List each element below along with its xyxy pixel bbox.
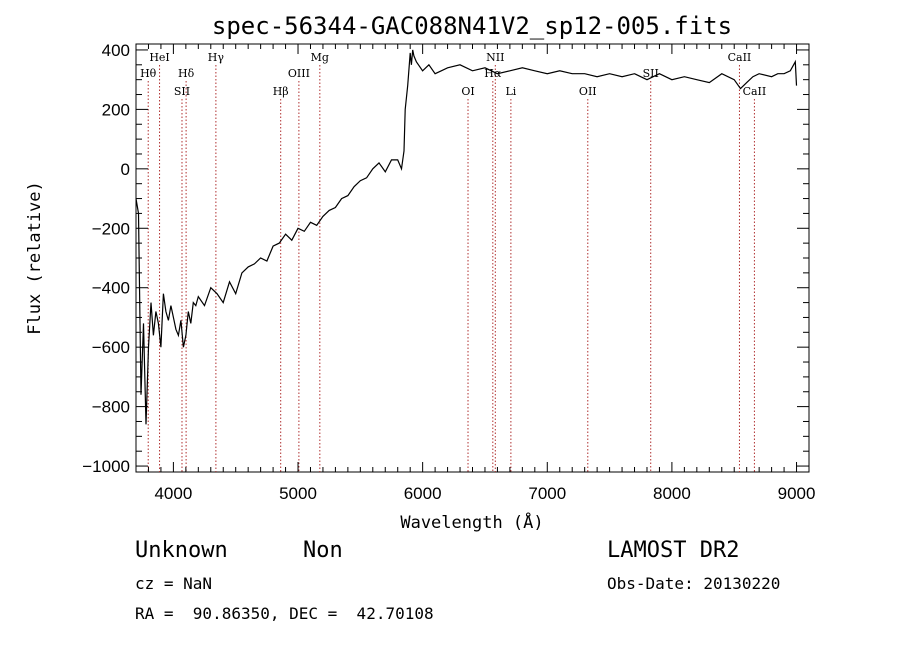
- spectral-line-label: Li: [505, 85, 516, 98]
- y-tick-label: 200: [102, 100, 130, 119]
- x-tick-label: 6000: [404, 484, 442, 503]
- y-tick-label: 400: [102, 41, 130, 60]
- spectral-line-label: Hθ: [140, 67, 157, 80]
- survey-name: LAMOST DR2: [607, 538, 740, 563]
- x-tick-label: 4000: [154, 484, 192, 503]
- spectral-line-label: OII: [579, 85, 597, 98]
- observation-date: Obs-Date: 20130220: [607, 574, 781, 593]
- object-class: Unknown: [135, 538, 228, 563]
- y-tick-label: 0: [121, 160, 130, 179]
- chart-title: spec-56344-GAC088N41V2_sp12-005.fits: [212, 12, 732, 40]
- x-tick-label: 8000: [653, 484, 691, 503]
- spectral-line-label: Hβ: [273, 85, 289, 98]
- spectral-line-label: SII: [643, 67, 659, 80]
- spectral-line-label: CaII: [743, 85, 767, 98]
- spectral-line-label: Hγ: [208, 51, 225, 64]
- redshift-value: cz = NaN: [135, 574, 213, 593]
- spectral-line-label: Hδ: [178, 67, 195, 80]
- spectral-line-label: HeI: [149, 51, 169, 64]
- y-axis-ticks: 400 200 0 −200 −400 −600 −800 −1000: [82, 41, 809, 476]
- x-tick-label: 5000: [279, 484, 317, 503]
- object-subclass: Non: [303, 538, 343, 563]
- y-tick-label: −600: [92, 338, 130, 357]
- plot-frame: [135, 43, 810, 473]
- spectral-line-label: CaII: [728, 51, 752, 64]
- spectral-line-label: OI: [461, 85, 474, 98]
- y-tick-label: −1000: [82, 457, 130, 476]
- spectral-line-label: Hα: [484, 67, 502, 80]
- x-axis-label: Wavelength (Å): [400, 511, 543, 533]
- spectral-line-markers: [147, 65, 755, 472]
- spectral-line-label: SII: [174, 85, 190, 98]
- y-tick-label: −200: [92, 219, 130, 238]
- coordinates: RA = 90.86350, DEC = 42.70108: [135, 604, 434, 623]
- x-tick-label: 7000: [528, 484, 566, 503]
- x-axis-ticks: 4000 5000 6000 7000 8000 9000: [147, 44, 816, 503]
- spectral-line-label: NII: [486, 51, 504, 64]
- y-axis-label: Flux (relative): [25, 181, 45, 335]
- spectrum-line: [135, 49, 798, 425]
- spectral-line-label: Mg: [311, 51, 329, 64]
- y-tick-label: −400: [92, 279, 130, 298]
- spectral-line-label: OIII: [288, 67, 310, 80]
- y-tick-label: −800: [92, 398, 130, 417]
- x-tick-label: 9000: [778, 484, 816, 503]
